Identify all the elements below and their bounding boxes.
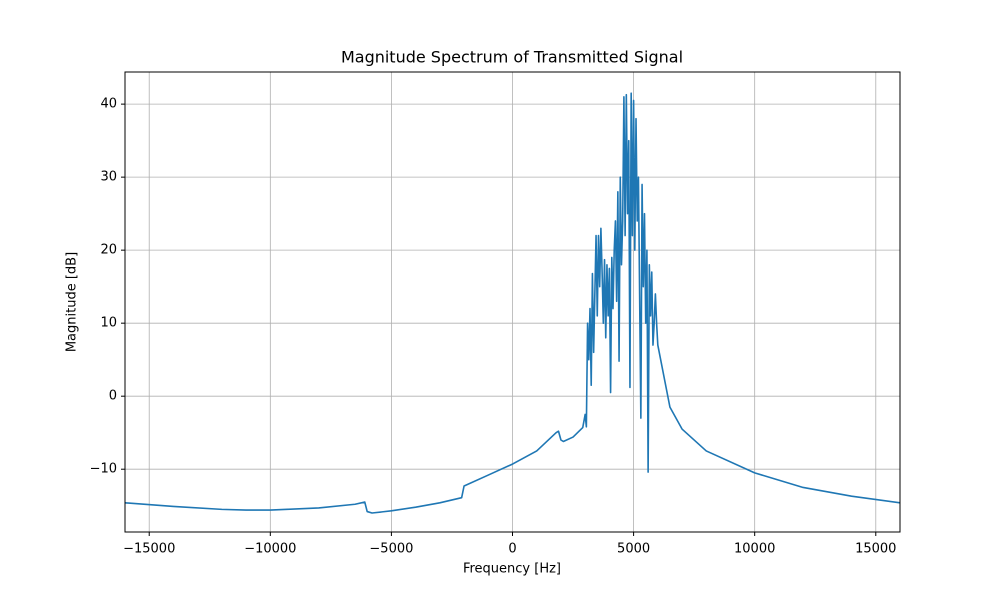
plot-frame <box>124 71 901 533</box>
y-axis-label: Magnitude [dB] <box>65 252 80 352</box>
x-tick-label: −15000 <box>123 542 175 557</box>
chart-title: Magnitude Spectrum of Transmitted Signal <box>341 48 683 67</box>
x-axis-label: Frequency [Hz] <box>463 562 561 577</box>
x-tick-label: 5000 <box>617 542 650 557</box>
x-tick-label: 10000 <box>734 542 775 557</box>
y-tick-label: 40 <box>100 97 117 112</box>
y-tick-label: −10 <box>90 462 117 477</box>
y-tick-label: 30 <box>100 170 117 185</box>
x-tick-label: 15000 <box>855 542 896 557</box>
y-tick-label: 10 <box>100 316 117 331</box>
line <box>124 92 901 514</box>
x-tick-label: −5000 <box>369 542 413 557</box>
y-tick-label: 20 <box>100 243 117 258</box>
x-tick-label: 0 <box>508 542 516 557</box>
y-tick-label: 0 <box>109 389 117 404</box>
x-tick-label: −10000 <box>244 542 296 557</box>
